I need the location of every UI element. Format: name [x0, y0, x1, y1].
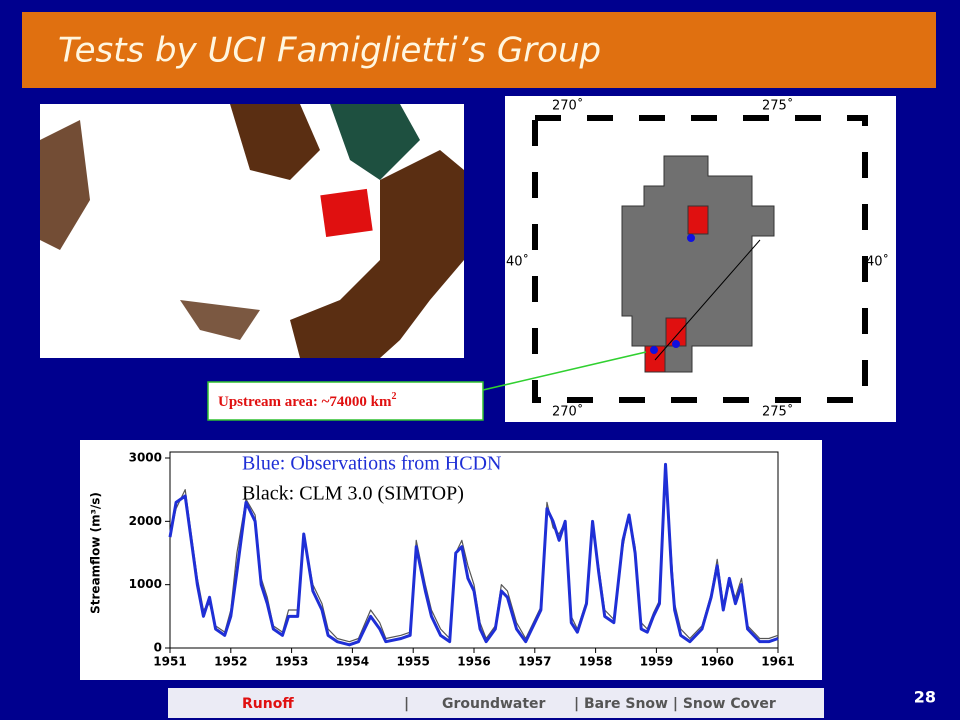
annotation-sup: 2	[391, 391, 396, 402]
y-tick-label: 1000	[129, 577, 162, 591]
lon-label: 275˚	[762, 404, 793, 420]
lon-label: 275˚	[762, 98, 793, 114]
footer-item: | Bare Snow | Snow Cover	[574, 696, 776, 712]
pointer-arrow	[482, 351, 647, 391]
chart-panel	[80, 440, 822, 680]
lat-label: 40˚	[866, 254, 889, 270]
annotation-box	[207, 381, 484, 421]
x-tick-label: 1959	[640, 655, 673, 669]
x-tick-label: 1957	[518, 655, 551, 669]
y-tick-label: 0	[154, 641, 162, 655]
legend-text: Blue: Observations from HCDN	[242, 453, 501, 475]
lon-label: 270˚	[552, 98, 583, 114]
x-tick-label: 1953	[275, 655, 308, 669]
y-tick-label: 2000	[129, 514, 162, 528]
title-bar	[22, 12, 936, 88]
footer-item: Groundwater	[442, 696, 546, 712]
y-axis-label: Streamflow (m³/s)	[89, 492, 103, 614]
x-tick-label: 1958	[579, 655, 612, 669]
x-tick-label: 1954	[336, 655, 369, 669]
x-tick-label: 1952	[214, 655, 247, 669]
page-number: 28	[914, 688, 936, 707]
footer-item: |	[404, 696, 409, 712]
y-tick-label: 3000	[129, 451, 162, 465]
annotation: Upstream area: ~74000 km2	[218, 391, 396, 410]
slide-title: Tests by UCI Famiglietti’s Group	[58, 31, 601, 71]
streamflow-chart: 0 1000 2000 3000 1951 1952 1953 1954 1955 1956 195…	[89, 451, 795, 669]
legend-text: Black: CLM 3.0 (SIMTOP)	[242, 483, 464, 505]
x-tick-label: 1961	[761, 655, 794, 669]
annotation-text: Upstream area: ~74000 km	[218, 394, 392, 410]
footer-bar	[168, 688, 824, 718]
lat-label: 40˚	[506, 254, 529, 270]
x-tick-label: 1956	[457, 655, 490, 669]
basin-map	[505, 96, 896, 422]
x-tick-label: 1960	[700, 655, 733, 669]
footer-item: Runoff	[242, 696, 294, 712]
x-tick-label: 1951	[153, 655, 186, 669]
series-line	[168, 462, 779, 647]
x-tick-label: 1955	[396, 655, 429, 669]
us-map	[40, 104, 464, 358]
lon-label: 270˚	[552, 404, 583, 420]
